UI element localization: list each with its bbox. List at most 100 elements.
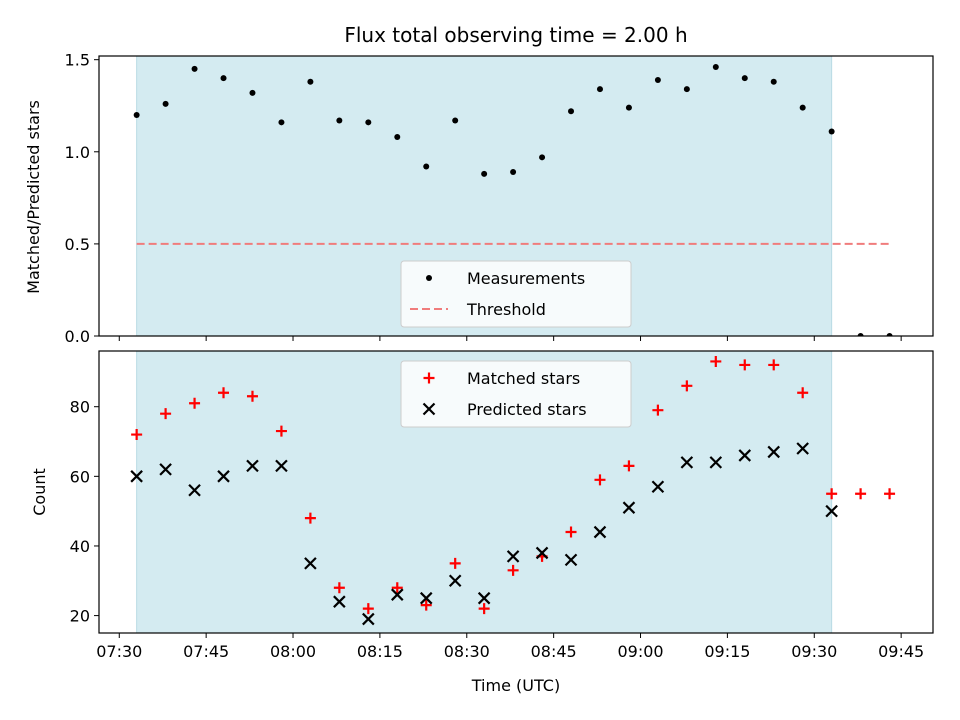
predicted-stars-point xyxy=(217,470,230,483)
matched-stars-point xyxy=(333,582,345,594)
predicted-stars-point xyxy=(390,588,404,601)
predicted-stars-point xyxy=(419,591,433,605)
ratio-panel: 0.0 0.5 1.0 1.5 Measurements Threshold xyxy=(65,51,934,346)
chart-title: Flux total observing time = 2.00 h xyxy=(344,23,687,47)
measurements-point xyxy=(712,64,719,71)
matched-stars-point xyxy=(739,359,751,371)
predicted-stars-point xyxy=(477,591,491,605)
y-axis-title-ratio: Matched/Predicted stars xyxy=(24,100,43,294)
y-tick-label: 80 xyxy=(70,398,90,417)
measurements-point xyxy=(278,119,285,126)
measurements-point xyxy=(133,111,140,118)
predicted-stars-point xyxy=(593,525,607,539)
x-axis-title: Time (UTC) xyxy=(471,676,560,695)
measurements-point xyxy=(770,78,777,85)
legend-swatch-predicted-stars xyxy=(422,402,436,416)
matched-stars-point xyxy=(246,390,258,402)
matched-stars-point xyxy=(884,488,896,500)
predicted-stars-point xyxy=(448,574,462,588)
legend-label: Threshold xyxy=(466,300,546,319)
x-tick-label: 07:45 xyxy=(183,642,229,661)
legend: Measurements Threshold xyxy=(400,260,632,328)
predicted-stars-point xyxy=(130,470,143,483)
predicted-stars-point xyxy=(362,612,375,626)
matched-stars-point xyxy=(681,380,693,392)
measurements-point xyxy=(249,89,256,96)
matched-stars-point xyxy=(507,564,519,576)
matched-stars-point xyxy=(594,474,606,486)
measurements-point xyxy=(596,86,603,93)
count-panel: 07:30 07:45 08:00 08:15 08:30 08:45 09:00 09:15… xyxy=(70,350,934,661)
measurements-point xyxy=(741,75,748,82)
measurements-point xyxy=(162,100,169,107)
legend: Matched stars Predicted stars xyxy=(400,360,632,428)
y-tick-label: 60 xyxy=(70,467,90,486)
predicted-stars-point xyxy=(188,483,201,497)
measurements-point xyxy=(394,134,401,141)
predicted-stars-point xyxy=(564,553,578,567)
predicted-stars-point xyxy=(651,480,665,494)
axes-frame xyxy=(98,55,934,337)
matched-stars-point xyxy=(565,526,577,538)
x-tick-label: 08:45 xyxy=(531,642,577,661)
matched-stars-point xyxy=(710,355,722,367)
measurements-point xyxy=(452,117,459,124)
measurements-point xyxy=(365,119,372,126)
series-layer xyxy=(130,355,896,626)
predicted-stars-point xyxy=(709,456,723,469)
x-tick-label: 08:15 xyxy=(357,642,403,661)
matched-stars-point xyxy=(275,425,287,437)
legend-label: Predicted stars xyxy=(467,400,587,419)
x-tick-label: 08:00 xyxy=(270,642,316,661)
measurements-point xyxy=(857,333,864,336)
x-tick-label: 09:30 xyxy=(791,642,837,661)
measurements-point xyxy=(539,154,546,161)
predicted-stars-point xyxy=(796,442,809,455)
predicted-stars-point xyxy=(825,504,838,518)
matched-stars-point xyxy=(797,387,809,399)
predicted-stars-point xyxy=(159,463,172,476)
x-tick-label: 08:30 xyxy=(444,642,490,661)
measurements-point xyxy=(568,108,575,115)
matched-stars-point xyxy=(304,512,316,524)
axes-frame xyxy=(98,350,934,634)
legend-swatch-measurements xyxy=(426,275,432,281)
y-axis-title-count: Count xyxy=(30,468,49,516)
matched-stars-point xyxy=(768,359,780,371)
matched-stars-point xyxy=(855,488,867,500)
y-tick-label: 40 xyxy=(70,537,90,556)
predicted-stars-point xyxy=(333,595,346,608)
predicted-stars-point xyxy=(304,557,317,570)
legend-label: Measurements xyxy=(467,269,585,288)
matched-stars-point xyxy=(623,460,635,472)
measurements-point xyxy=(625,104,632,111)
predicted-stars-point xyxy=(246,459,259,473)
matched-stars-point xyxy=(362,603,374,615)
measurements-point xyxy=(191,65,198,72)
y-tick-label: 1.5 xyxy=(65,51,90,70)
predicted-stars-point xyxy=(680,456,694,469)
x-tick-label: 07:30 xyxy=(96,642,142,661)
measurements-point xyxy=(307,78,314,85)
matched-stars-point xyxy=(420,599,432,611)
series-layer xyxy=(133,64,893,336)
measurements-point xyxy=(828,128,835,135)
matched-stars-point xyxy=(218,387,230,399)
measurements-point xyxy=(886,333,893,336)
y-tick-label: 0.5 xyxy=(65,235,90,254)
y-tick-label: 1.0 xyxy=(65,143,90,162)
measurements-point xyxy=(654,76,661,83)
measurements-point xyxy=(683,86,690,93)
measurements-point xyxy=(799,104,806,111)
measurements-point xyxy=(423,163,430,170)
matched-stars-point xyxy=(160,408,172,420)
predicted-stars-point xyxy=(506,550,520,563)
measurements-point xyxy=(481,170,488,177)
legend-swatch-matched-stars xyxy=(423,372,435,384)
x-tick-label: 09:15 xyxy=(704,642,750,661)
matched-stars-point xyxy=(131,429,143,441)
matched-stars-point xyxy=(478,603,490,615)
matched-stars-point xyxy=(826,488,838,500)
matched-stars-point xyxy=(391,582,403,594)
